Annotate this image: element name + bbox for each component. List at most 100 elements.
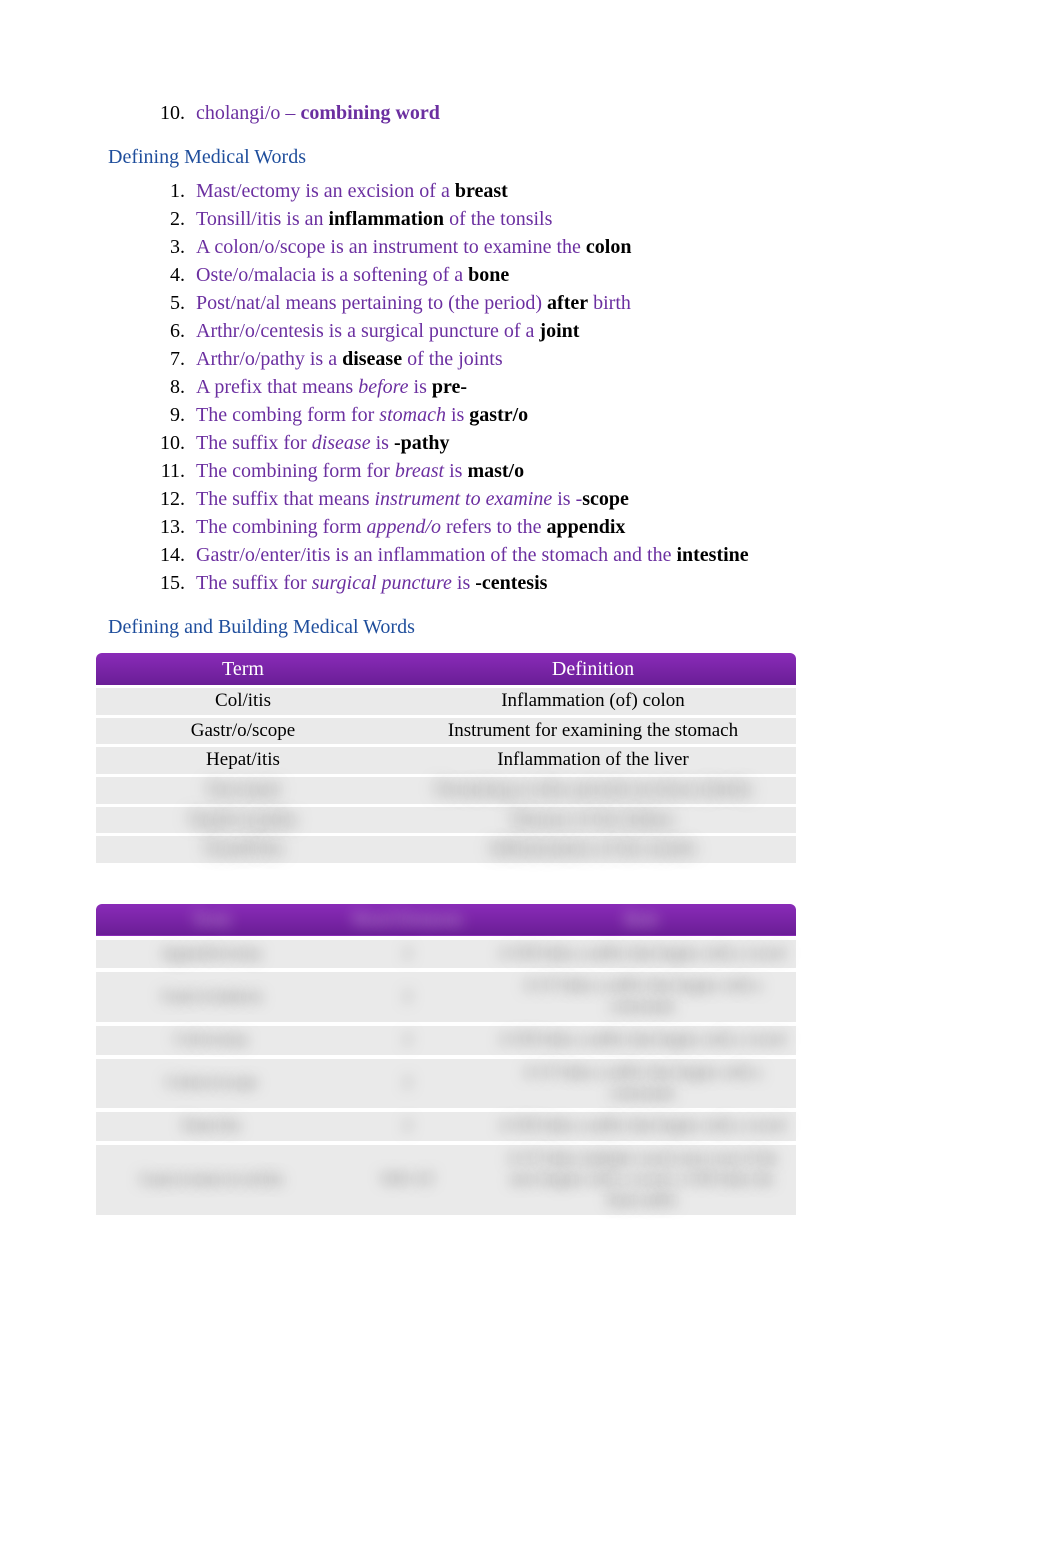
item-mid: is <box>446 404 469 426</box>
section1-list: Mast/ectomy is an excision of a breastTo… <box>190 178 954 596</box>
table-cell: Colon/o/scope <box>96 1059 327 1109</box>
table-row-blurred: Gastr/o/malacia2A CF links a suffix that… <box>96 972 796 1022</box>
table-row: Hepat/itisInflammation of the liver <box>96 747 796 774</box>
item-text: The suffix for <box>196 572 312 594</box>
table1-header-definition: Definition <box>390 653 796 685</box>
item-text: The suffix that means <box>196 488 374 510</box>
item-bold: disease <box>342 348 402 370</box>
table-row: Col/itisInflammation (of) colon <box>96 688 796 715</box>
list-item: A colon/o/scope is an instrument to exam… <box>190 234 954 260</box>
table-cell-definition: Pertaining to (the period) newborn (birt… <box>390 777 796 804</box>
list-item: The combing form for stomach is gastr/o <box>190 402 954 428</box>
table-cell: A WR links a suffix that begins with a v… <box>488 1026 796 1055</box>
item-bold: -centesis <box>475 572 547 594</box>
list-item: Oste/o/malacia is a softening of a bone <box>190 262 954 288</box>
table-gap <box>108 866 954 900</box>
item-bold: joint <box>539 320 579 342</box>
table-cell: A CF links a suffix that begins with a c… <box>488 972 796 1022</box>
table-cell: Gastr/o/malacia <box>96 972 327 1022</box>
item-italic: append/o <box>367 516 441 538</box>
list-item: Arthr/o/centesis is a surgical puncture … <box>190 318 954 344</box>
table-cell: A CF links multiple word roots even if t… <box>488 1145 796 1215</box>
table1-header-term: Term <box>96 653 390 685</box>
table2-header-row: Term Word Elements Rule <box>96 904 796 935</box>
item-mid: is <box>371 432 394 454</box>
table-cell: Gastr/o/enter/o/col/itis <box>96 1145 327 1215</box>
item-post: birth <box>588 292 631 314</box>
item-bold: bone <box>468 264 509 286</box>
item-italic: surgical puncture <box>312 572 452 594</box>
list-item: Mast/ectomy is an excision of a breast <box>190 178 954 204</box>
table-cell: Col/ectomy <box>96 1026 327 1055</box>
table-cell-term: Col/itis <box>96 688 390 715</box>
list-item: The combining form append/o refers to th… <box>190 514 954 540</box>
item-mid: is <box>444 460 467 482</box>
item-mid: is <box>452 572 475 594</box>
section1-heading: Defining Medical Words <box>108 144 954 170</box>
list-item: The combining form for breast is mast/o <box>190 458 954 484</box>
list-item: Post/nat/al means pertaining to (the per… <box>190 290 954 316</box>
table-cell: 2 <box>327 1112 488 1141</box>
table-cell-definition: Inflammation of the liver <box>390 747 796 774</box>
item-bold: after <box>547 292 588 314</box>
table-row-blurred: Enter/itis2A WR links a suffix that begi… <box>96 1112 796 1141</box>
item-text: Mast/ectomy is an excision of a <box>196 180 455 202</box>
table-cell-term: Neo/natal <box>96 777 390 804</box>
table-cell-term: Gastr/o/scope <box>96 718 390 745</box>
table-cell-definition: Inflammation of the tonsils <box>390 836 796 863</box>
table-cell: 2 <box>327 1059 488 1109</box>
item-mid: refers to the <box>441 516 547 538</box>
list-item: The suffix that means instrument to exam… <box>190 486 954 512</box>
table-row-blurred: Col/ectomy2A WR links a suffix that begi… <box>96 1026 796 1055</box>
item-bold: mast/o <box>467 460 524 482</box>
table-cell: A WR links a suffix that begins with a v… <box>488 940 796 969</box>
table-cell-definition: Inflammation (of) colon <box>390 688 796 715</box>
table1-header-row: Term Definition <box>96 653 796 685</box>
item-italic: disease <box>312 432 371 454</box>
item-bold: intestine <box>676 544 748 566</box>
item-italic: before <box>358 376 408 398</box>
section2-heading: Defining and Building Medical Words <box>108 614 954 640</box>
table-cell: 2 <box>327 1026 488 1055</box>
table-cell: 2 <box>327 972 488 1022</box>
table2-header-c2: Word Elements <box>327 904 488 935</box>
item-mid: is - <box>552 488 582 510</box>
table-cell-term: Tonsill/itis <box>96 836 390 863</box>
item-bold: breast <box>455 180 508 202</box>
table-row-blurred: Append/ectomy2A WR links a suffix that b… <box>96 940 796 969</box>
list-item: Arthr/o/pathy is a disease of the joints <box>190 346 954 372</box>
item-text: Oste/o/malacia is a softening of a <box>196 264 468 286</box>
item-text: Tonsill/itis is an <box>196 208 329 230</box>
intro-bold: combining word <box>300 102 439 124</box>
item-text: Arthr/o/centesis is a surgical puncture … <box>196 320 539 342</box>
item-mid: is <box>409 376 432 398</box>
table-row-blurred: Nephr/o/pathyDisease of the kidney <box>96 807 796 834</box>
item-text: A prefix that means <box>196 376 358 398</box>
table-row-blurred: Tonsill/itisInflammation of the tonsils <box>96 836 796 863</box>
item-bold: gastr/o <box>469 404 528 426</box>
list-item: Tonsill/itis is an inflammation of the t… <box>190 206 954 232</box>
table-row-blurred: Colon/o/scope2A CF links a suffix that b… <box>96 1059 796 1109</box>
item-italic: stomach <box>379 404 446 426</box>
item-bold: inflammation <box>329 208 445 230</box>
table-cell: A CF links a suffix that begins with a c… <box>488 1059 796 1109</box>
definitions-table: Term Definition Col/itisInflammation (of… <box>96 650 796 866</box>
table-cell: Enter/itis <box>96 1112 327 1141</box>
list-item: The suffix for surgical puncture is -cen… <box>190 570 954 596</box>
list-item: The suffix for disease is -pathy <box>190 430 954 456</box>
item-text: Post/nat/al means pertaining to (the per… <box>196 292 547 314</box>
table-cell-term: Hepat/itis <box>96 747 390 774</box>
item-italic: breast <box>395 460 444 482</box>
item-bold: pre- <box>432 376 467 398</box>
table-row-blurred: Gastr/o/enter/o/col/itisWR+CFA CF links … <box>96 1145 796 1215</box>
table-cell: 2 <box>327 940 488 969</box>
item-text: The combining form <box>196 516 367 538</box>
item-text: The combing form for <box>196 404 379 426</box>
item-italic: instrument to examine <box>374 488 552 510</box>
table-row-blurred: Neo/natalPertaining to (the period) newb… <box>96 777 796 804</box>
item-bold: appendix <box>546 516 625 538</box>
item-bold: colon <box>586 236 632 258</box>
item-bold: -pathy <box>394 432 450 454</box>
intro-list: cholangi/o – combining word <box>190 100 954 126</box>
list-item: Gastr/o/enter/itis is an inflammation of… <box>190 542 954 568</box>
